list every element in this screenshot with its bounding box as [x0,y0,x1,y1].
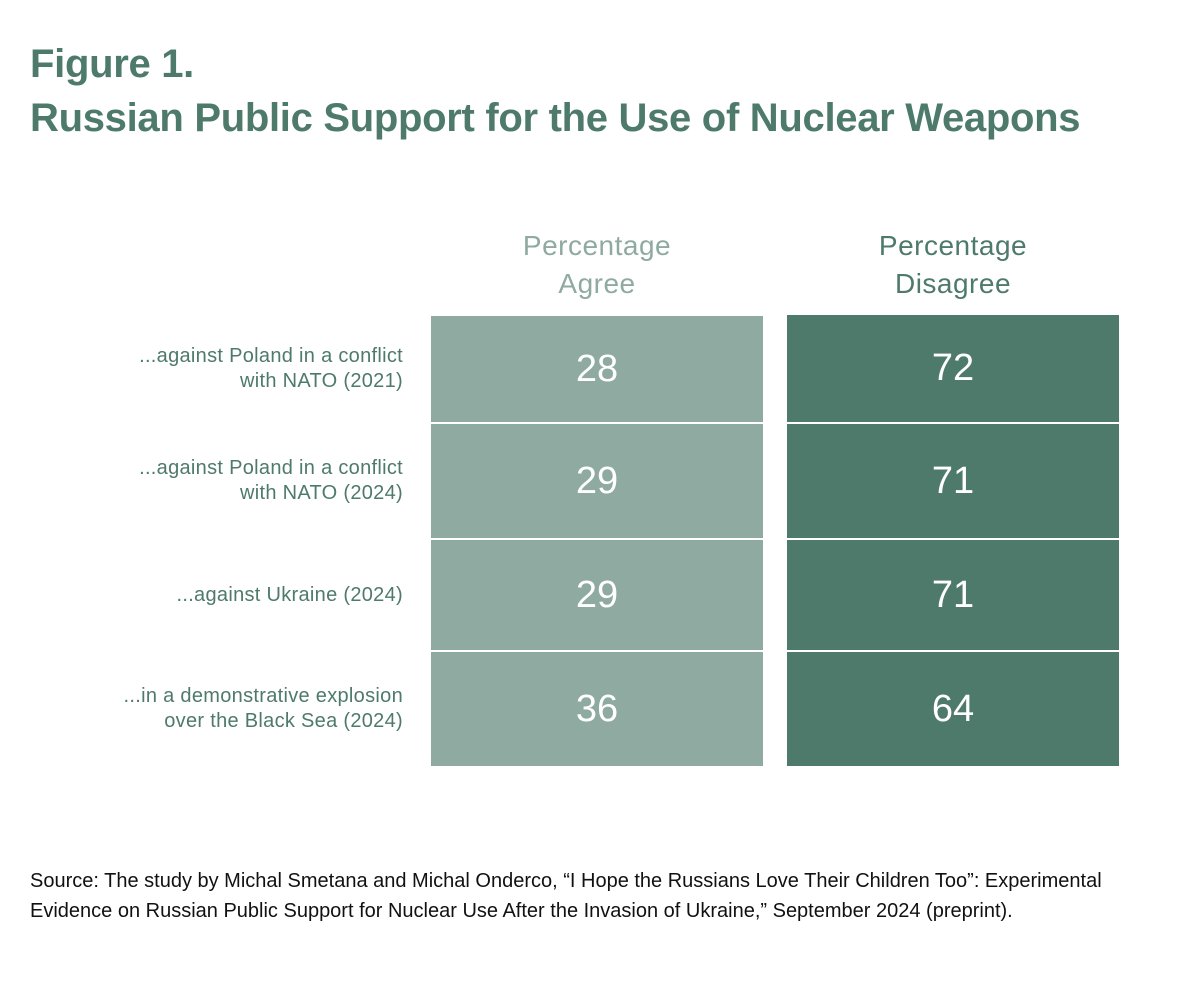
column-header-agree: Percentage Agree [431,227,763,303]
row-label: ...in a demonstrative explosion over the … [3,684,403,734]
row-label-line: ...against Poland in a conflict [139,457,403,479]
header-line: Disagree [894,268,1012,299]
disagree-cell: 72 [787,315,1119,422]
disagree-cell: 71 [787,540,1119,650]
row-label-line: ...against Poland in a conflict [139,345,403,367]
row-label: ...against Poland in a conflict with NATO… [3,344,403,394]
row-label: ...against Poland in a conflict with NATO… [3,456,403,506]
column-header-disagree: Percentage Disagree [787,227,1119,303]
agree-cell: 36 [431,652,763,766]
row-label-line: with NATO (2024) [239,482,403,504]
agree-value: 29 [575,459,619,502]
agree-value: 29 [575,573,619,616]
agree-cell: 29 [431,540,763,650]
row-label-line: over the Black Sea (2024) [164,710,403,732]
row-label: ...against Ukraine (2024) [3,583,403,608]
row-label-line: with NATO (2021) [239,370,403,392]
agree-cell: 29 [431,424,763,538]
row-label-line: ...against Ukraine (2024) [176,583,403,606]
disagree-value: 72 [931,347,975,389]
source-note: Source: The study by Michal Smetana and … [30,870,1102,922]
disagree-value: 64 [931,687,975,730]
disagree-value: 71 [931,573,975,616]
figure-title: Russian Public Support for the Use of Nu… [30,96,1081,140]
disagree-value: 71 [931,459,975,502]
agree-value: 36 [575,687,619,730]
agree-value: 28 [575,347,619,390]
figure-label: Figure 1. [30,42,194,86]
disagree-cell: 71 [787,424,1119,538]
row-label-line: ...in a demonstrative explosion [123,685,403,707]
header-line: Percentage [878,230,1028,261]
disagree-cell: 64 [787,652,1119,766]
header-line: Agree [558,268,636,299]
header-line: Percentage [522,230,672,261]
agree-cell: 28 [431,316,763,422]
